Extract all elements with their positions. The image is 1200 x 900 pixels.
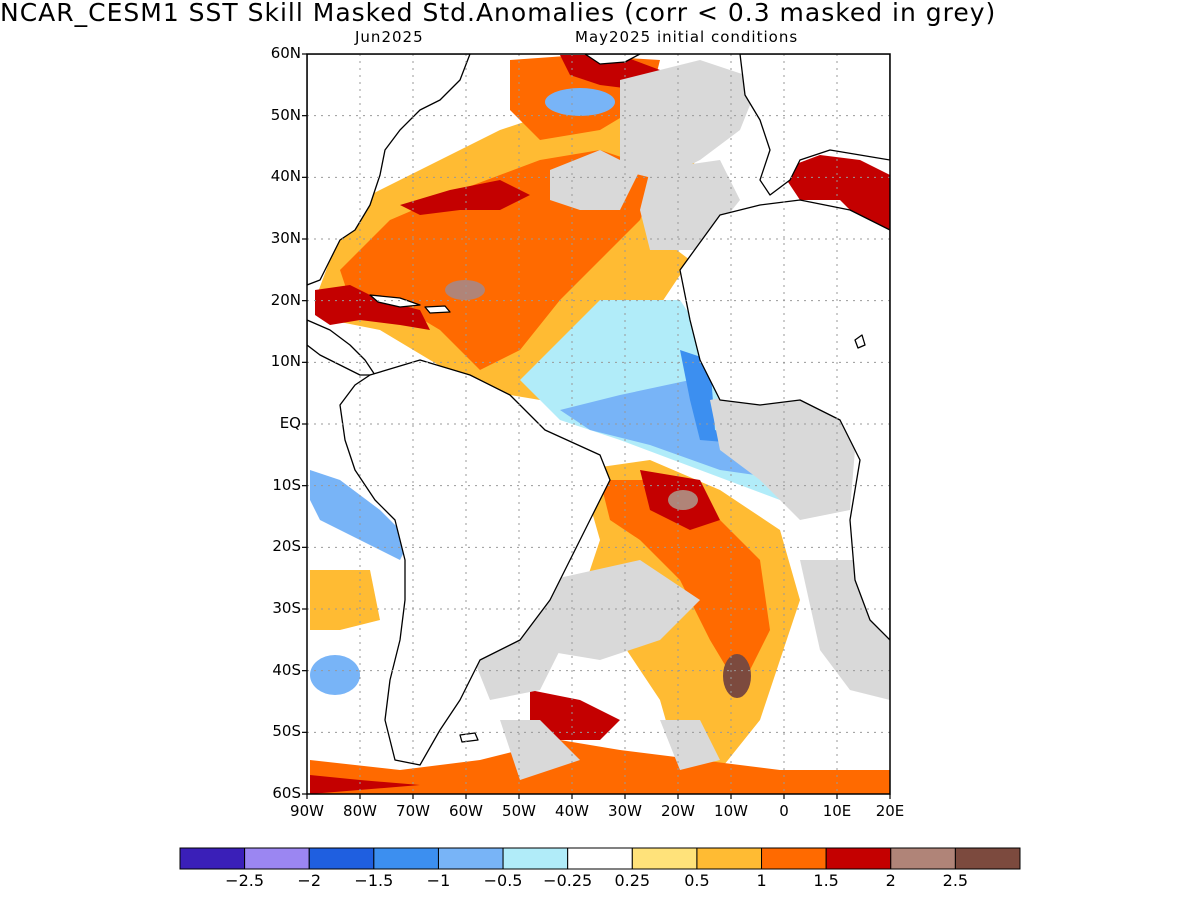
colorbar-label: 2.5: [942, 871, 969, 890]
anomaly-region-caribbean: [315, 285, 430, 330]
plot-area: [307, 54, 890, 794]
chart-title: NCAR_CESM1 SST Skill Masked Std.Anomalie…: [0, 0, 997, 27]
latitude-label: 60N: [270, 44, 301, 62]
colorbar-swatch: [244, 847, 310, 870]
colorbar-swatch: [954, 847, 1021, 870]
colorbar-label: −2.5: [225, 871, 265, 890]
longitude-label: 10W: [714, 802, 748, 820]
latitude-label: 60S: [272, 784, 301, 802]
colorbar-swatch: [825, 847, 892, 870]
anomaly-region-gulfstream: [400, 180, 530, 215]
colorbar-label: −0.5: [483, 871, 523, 890]
colorbar-label: −1.5: [354, 871, 394, 890]
north-america: [307, 54, 471, 286]
colorbar-swatch: [179, 847, 246, 870]
colorbar-swatch: [631, 847, 698, 870]
land-masses: [307, 54, 890, 766]
longitude-label: 30W: [608, 802, 642, 820]
colorbar-label: −1: [426, 871, 451, 890]
anomaly-hot-spot-south: [723, 654, 751, 698]
latitude-label: 20S: [272, 537, 301, 556]
anomaly-region-equatorial-cold-core: [680, 350, 760, 445]
colorbar-swatch: [308, 847, 375, 870]
central-america: [307, 319, 376, 376]
colorbar-label: 0.5: [684, 871, 710, 890]
colorbar-swatch: [890, 847, 956, 870]
latitude-label: 20N: [270, 290, 301, 309]
colorbar-label: 1.5: [813, 871, 839, 890]
longitude-label: 70W: [396, 802, 430, 820]
cuba: [369, 294, 421, 308]
latitude-label: 40N: [270, 167, 301, 186]
anomaly-region-mediterranean: [780, 155, 890, 230]
latitude-label: EQ: [279, 414, 301, 432]
falklands: [459, 732, 479, 743]
anomaly-region-south-mid: [530, 690, 620, 740]
colorbar-swatch: [696, 847, 763, 870]
anomaly-region-pacific-cold: [310, 470, 410, 560]
colorbar-swatch: [437, 847, 504, 870]
anomaly-region-southern-ocean-strong: [310, 775, 420, 794]
longitude-label: 40W: [555, 802, 589, 820]
latitude-label: 10N: [270, 352, 301, 371]
africa: [679, 199, 890, 641]
anomaly-hot-spot-south-2: [668, 490, 698, 510]
anomaly-region-southern-ocean: [310, 740, 890, 794]
south-america: [339, 359, 611, 766]
longitude-label: 0: [779, 802, 789, 820]
gridlines: [307, 54, 890, 794]
colorbar-swatch: [761, 847, 827, 870]
colorbar-label: 2: [885, 871, 896, 890]
axis-ticks: [302, 53, 891, 799]
colorbar-label: −0.25: [543, 871, 593, 890]
longitude-label: 10E: [822, 802, 852, 820]
colorbar-swatch: [567, 847, 633, 870]
longitude-label: 20E: [875, 802, 905, 820]
anomaly-region-south-atlantic-strong: [600, 480, 770, 690]
latitude-label: 10S: [272, 475, 301, 494]
forecast-month: Jun2025: [355, 28, 424, 46]
colorbar-label: 0.25: [614, 871, 651, 890]
latitude-label: 50S: [272, 722, 301, 741]
colorbar-swatch: [373, 847, 439, 870]
latitude-label: 30S: [272, 599, 301, 617]
anomaly-cold-spot-pacific: [310, 655, 360, 695]
anomaly-cold-spot-north: [545, 88, 615, 116]
latitude-label: 50N: [270, 105, 301, 124]
latitude-label: 40S: [272, 660, 301, 679]
longitude-label: 20W: [661, 802, 695, 820]
longitude-label: 60W: [449, 802, 483, 820]
anomaly-hot-spot: [445, 280, 485, 300]
colorbar: [179, 847, 1021, 870]
anomaly-region-pacific-warm: [310, 570, 380, 630]
madagascar-edge: [854, 334, 866, 349]
longitude-label: 90W: [290, 802, 324, 820]
hispaniola: [424, 305, 451, 314]
initial-conditions: May2025 initial conditions: [575, 28, 799, 46]
colorbar-label: 1: [756, 871, 767, 890]
colorbar-swatch: [502, 847, 569, 870]
longitude-label: 80W: [343, 802, 377, 820]
latitude-label: 30N: [270, 229, 301, 247]
longitude-label: 50W: [502, 802, 536, 820]
colorbar-label: −2: [297, 871, 322, 890]
europe: [739, 54, 890, 196]
